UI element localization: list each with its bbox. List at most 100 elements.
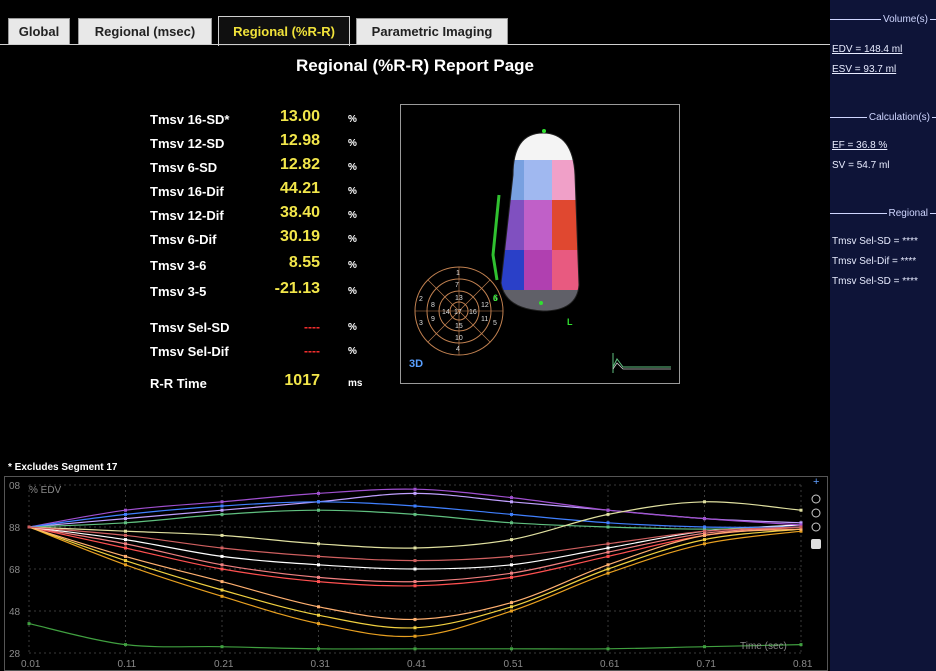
svg-text:7: 7: [455, 282, 459, 289]
data-point: [510, 521, 513, 525]
data-point: [220, 567, 224, 571]
data-point: [799, 523, 803, 527]
data-point: [703, 531, 706, 535]
sv-value: SV = 54.7 ml: [832, 160, 890, 171]
chart-xlabel: Time (sec): [740, 641, 787, 652]
metric-label: Tmsv 3-6: [150, 258, 207, 273]
data-point: [799, 527, 803, 531]
data-point: [606, 554, 610, 558]
data-point: [124, 533, 127, 537]
metric-unit: %: [348, 210, 357, 221]
data-point: [510, 554, 513, 558]
data-point: [799, 508, 803, 512]
metric-unit: %: [348, 186, 357, 197]
pan-hand-icon[interactable]: [811, 539, 821, 549]
data-point: [220, 588, 224, 592]
svg-text:9: 9: [431, 316, 435, 323]
series-line: [28, 526, 802, 629]
metric-label: Tmsv 12-Dif: [150, 208, 224, 223]
data-point: [606, 512, 610, 516]
data-point: [703, 533, 706, 537]
badge-3d[interactable]: 3D: [409, 358, 423, 370]
data-point: [124, 643, 127, 647]
zoom-reset-icon[interactable]: [811, 522, 821, 532]
x-tick-label: 0.01: [21, 659, 41, 670]
metric-value: -21.13: [274, 280, 320, 297]
data-point: [510, 538, 513, 542]
metric-label: Tmsv 16-Dif: [150, 184, 224, 199]
data-point: [413, 504, 417, 508]
data-point: [317, 622, 320, 626]
tab-parametric-imaging[interactable]: Parametric Imaging: [356, 18, 508, 44]
septal-edge: [491, 194, 501, 281]
svg-text:2: 2: [419, 296, 423, 303]
x-tick-label: 0.41: [407, 659, 427, 670]
footnote: * Excludes Segment 17: [8, 462, 118, 473]
data-point: [510, 496, 513, 500]
data-point: [510, 512, 513, 516]
x-tick-label: 0.31: [311, 659, 331, 670]
data-point: [606, 521, 610, 525]
data-point: [124, 559, 127, 563]
data-point: [124, 563, 127, 567]
x-tick-label: 0.21: [214, 659, 234, 670]
metric-row: Tmsv Sel-SD ---- %: [150, 316, 390, 336]
metric-unit: %: [348, 162, 357, 173]
data-point: [220, 645, 224, 649]
tab-global[interactable]: Global: [8, 18, 70, 44]
metric-value: 1017: [284, 372, 320, 389]
ventricle-surface: [501, 133, 579, 311]
data-point: [124, 512, 127, 516]
data-point: [413, 559, 417, 563]
esv-value[interactable]: ESV = 93.7 ml: [832, 64, 897, 75]
svg-text:13: 13: [455, 295, 463, 302]
data-point: [510, 601, 513, 605]
zoom-in-icon[interactable]: +: [813, 476, 819, 488]
metric-label: Tmsv 16-SD*: [150, 112, 230, 127]
metric-value: 38.40: [279, 204, 320, 221]
volume-curve-chart[interactable]: 0.01 0.11 0.21 0.31 0.41 0.51 0.61 0.71 0.81 28 48…: [4, 476, 828, 671]
data-point: [799, 521, 803, 525]
svg-text:17: 17: [454, 309, 462, 316]
svg-text:4: 4: [456, 346, 460, 353]
data-point: [220, 554, 224, 558]
metric-label: Tmsv Sel-SD: [150, 320, 230, 335]
x-tick-label: 0.61: [600, 659, 620, 670]
data-point: [510, 605, 513, 609]
metric-unit: %: [348, 260, 357, 271]
data-point: [606, 525, 610, 529]
data-point: [413, 487, 417, 491]
y-tick-label: 68: [9, 565, 21, 576]
tab-regional-msec[interactable]: Regional (msec): [78, 18, 212, 44]
zoom-out-icon[interactable]: [811, 508, 821, 518]
data-point: [124, 529, 127, 533]
data-point: [413, 617, 417, 621]
data-point: [220, 563, 224, 567]
y-tick-label: 28: [9, 649, 21, 660]
data-point: [510, 609, 513, 613]
ef-value[interactable]: EF = 36.8 %: [832, 140, 888, 151]
data-point: [124, 517, 127, 521]
tab-regional-rr[interactable]: Regional (%R-R): [218, 16, 350, 46]
data-point: [220, 533, 224, 537]
data-point: [317, 542, 320, 546]
zoom-icon[interactable]: [811, 494, 821, 504]
metric-unit: %: [348, 114, 357, 125]
svg-text:3: 3: [419, 320, 423, 327]
data-point: [606, 567, 610, 571]
data-point: [317, 613, 320, 617]
svg-text:12: 12: [481, 302, 489, 309]
data-point: [606, 508, 610, 512]
data-point: [124, 508, 127, 512]
data-point: [606, 647, 610, 651]
measurement-sidebar: Volume(s) EDV = 148.4 ml ESV = 93.7 ml C…: [830, 0, 936, 671]
metric-row: Tmsv 3-6 8.55 %: [150, 254, 390, 274]
heart-3d-view[interactable]: 1 2 3 4 5 6 7 8 9 10 11 12 13 14 15 16 1…: [400, 104, 680, 384]
metric-label: Tmsv 3-5: [150, 284, 207, 299]
data-point: [703, 645, 706, 649]
data-point: [220, 594, 224, 598]
data-point: [413, 491, 417, 495]
edv-value[interactable]: EDV = 148.4 ml: [832, 44, 903, 55]
data-point: [510, 647, 513, 651]
metric-label: R-R Time: [150, 376, 207, 391]
